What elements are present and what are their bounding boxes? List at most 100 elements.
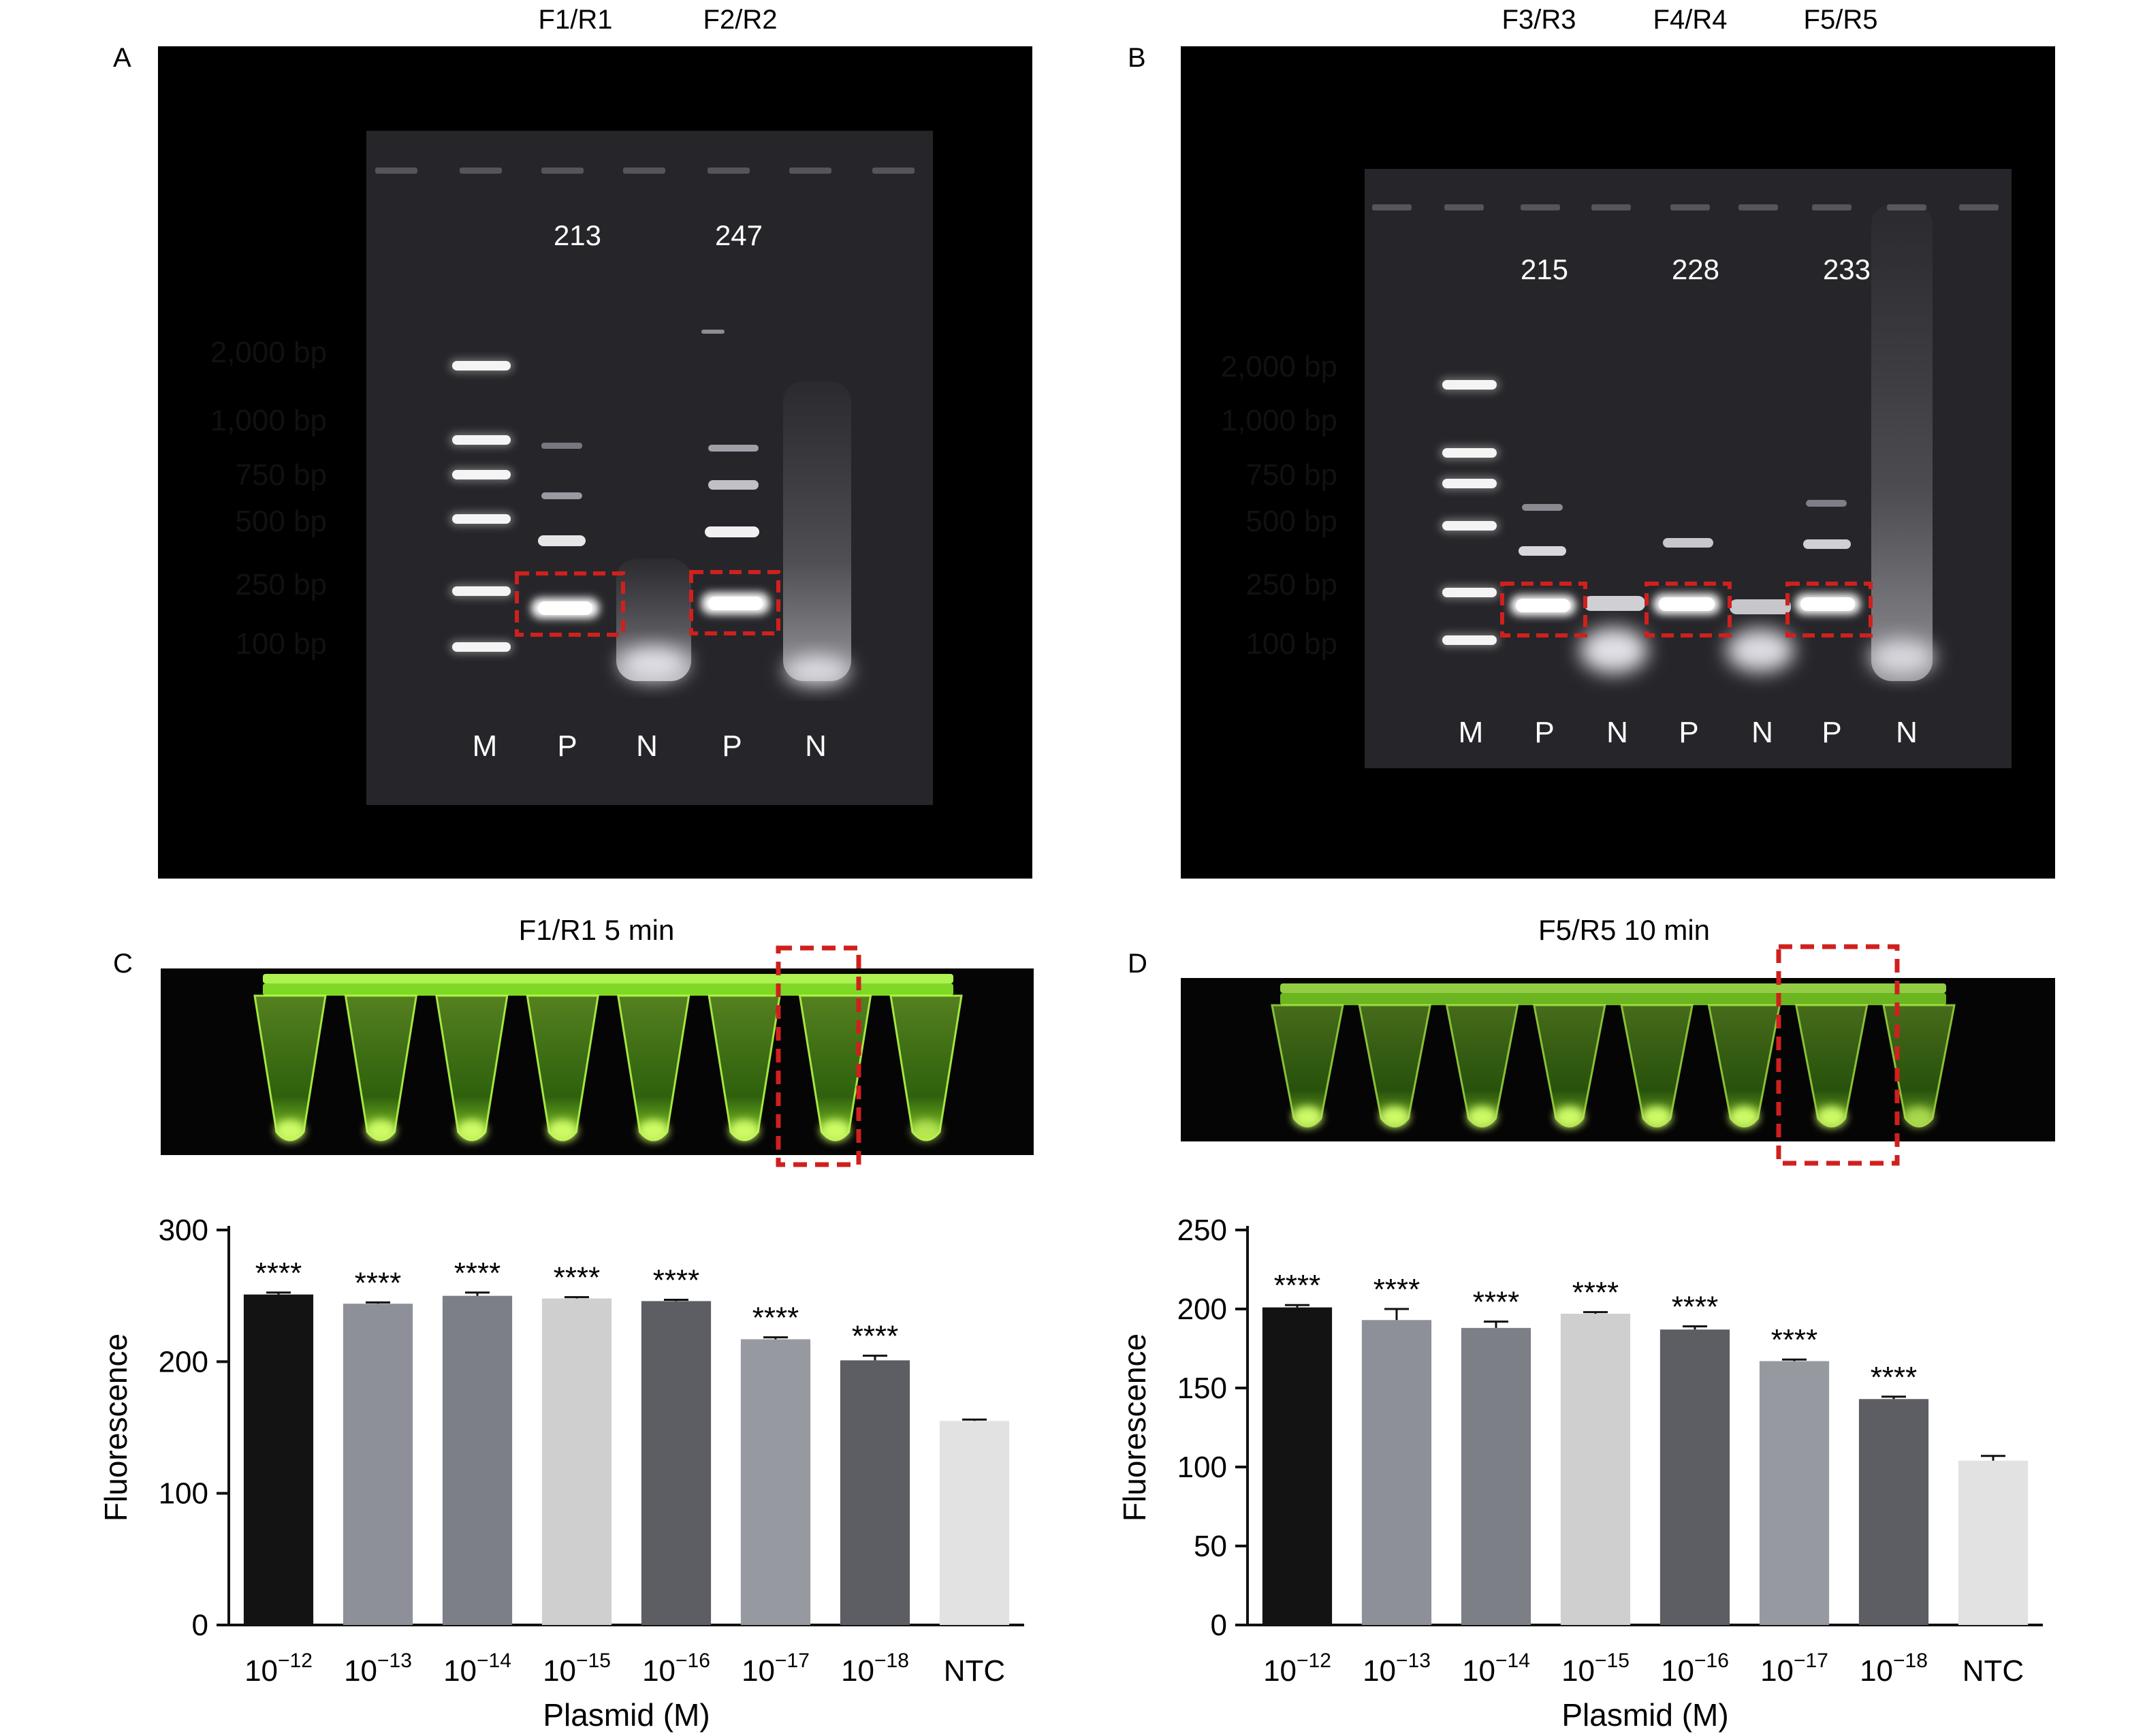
ladder-label-b-3: 500 bp [1245, 505, 1337, 538]
significance-label: **** [852, 1320, 899, 1353]
bar [1659, 1329, 1730, 1625]
panel-c-tubes: C F1/R1 5 min [113, 914, 1034, 1167]
bar-chart-c: 0 100 200 300 Fluorescence Plasmid (M) **** 10−… [98, 1214, 1024, 1733]
well [1521, 204, 1560, 210]
ladder-label-a-5: 100 bp [235, 627, 327, 661]
x-tick-label: 10−15 [1561, 1650, 1630, 1688]
well [541, 168, 584, 174]
x-tick-label: 10−17 [742, 1650, 810, 1688]
bar [1361, 1320, 1432, 1625]
significance-label: **** [1572, 1276, 1619, 1310]
panel-c-title: F1/R1 5 min [519, 914, 675, 946]
bar [541, 1298, 612, 1625]
well [1670, 204, 1710, 210]
ladder-labels-b: 2,000 bp 1,000 bp 750 bp 500 bp 250 bp 100 bp [1221, 350, 1337, 661]
lane-label-b-4: N [1751, 716, 1773, 749]
bar-chart-d: 0 50 100 150 200 250 Fluorescence Plasmid (M) **… [1117, 1214, 2043, 1733]
tube-fluorescence-spot [366, 1120, 396, 1141]
y-tick-label: 300 [159, 1214, 208, 1247]
tube-fluorescence-spot [1554, 1106, 1585, 1128]
tube-fluorescence-spot [1380, 1106, 1410, 1128]
tube-fluorescence-spot [547, 1120, 578, 1141]
significance-label: **** [1473, 1286, 1520, 1319]
product-size-a-2: 247 [715, 219, 763, 251]
bar [1958, 1460, 2029, 1625]
band-f5r5-product-core [1800, 597, 1855, 611]
tube-fluorescence-spot [456, 1120, 487, 1141]
bar [641, 1301, 712, 1625]
primer-pair-b-3: F5/R5 [1804, 5, 1878, 35]
well [789, 168, 831, 174]
panel-c-label: C [113, 949, 133, 979]
well [1812, 204, 1852, 210]
gel-a-wells [375, 168, 915, 174]
well [872, 168, 915, 174]
x-tick-label: 10−18 [1860, 1650, 1928, 1688]
band-f3r3-upper-1 [1519, 546, 1566, 556]
well [1959, 204, 1999, 210]
smear-b-n3 [1871, 204, 1933, 681]
significance-label: **** [454, 1257, 501, 1290]
ladder-label-a-0: 2,000 bp [210, 336, 327, 369]
gel-a-sample-bands [531, 330, 851, 686]
y-tick-label: 200 [159, 1345, 208, 1378]
band-b-n1-mid [1584, 596, 1645, 611]
bar [740, 1339, 811, 1625]
y-tick-label: 0 [192, 1609, 208, 1642]
y-tick-label: 150 [1177, 1372, 1227, 1405]
ladder-band [452, 361, 511, 370]
primer-pair-b-2: F4/R4 [1653, 5, 1728, 35]
tube-fluorescence-spot [275, 1120, 305, 1141]
significance-label: **** [1672, 1291, 1719, 1324]
smear-a-n2 [783, 381, 851, 681]
primer-dimer-b-n1 [1580, 627, 1648, 674]
well [1444, 204, 1484, 210]
bar [1858, 1399, 1929, 1625]
tube-strip-rim [1280, 993, 1946, 1005]
well [375, 168, 417, 174]
ladder-labels-a: 2,000 bp 1,000 bp 750 bp 500 bp 250 bp 100 bp [210, 336, 327, 661]
bar [1759, 1361, 1830, 1625]
tube-fluorescence-spot [1816, 1106, 1847, 1128]
lane-label-a-1: P [557, 729, 577, 763]
band-f1r1-product-core [538, 601, 592, 615]
ladder-band [1442, 448, 1497, 458]
panel-d-title: F5/R5 10 min [1538, 914, 1710, 946]
y-tick-label: 200 [1177, 1293, 1227, 1326]
band-f5r5-upper-1 [1803, 539, 1851, 549]
ladder-label-b-1: 1,000 bp [1221, 404, 1337, 437]
ladder-band [1442, 479, 1497, 488]
panel-a-label: A [113, 43, 131, 73]
band-f4r4-upper-1 [1663, 538, 1713, 548]
gel-a-ladder-bands [449, 359, 513, 654]
panel-d-tubes: D F5/R5 10 min [1128, 914, 2055, 1166]
primer-pair-a-2: F2/R2 [703, 5, 778, 35]
x-tick-label: 10−16 [1661, 1650, 1729, 1688]
highlight-box-tube-d [1776, 944, 1900, 1166]
product-size-a-1: 213 [554, 219, 601, 251]
band-f2r2-upper-2 [708, 480, 759, 490]
ladder-band [1442, 635, 1497, 645]
lane-label-b-2: N [1606, 716, 1628, 749]
lane-label-a-2: N [636, 729, 658, 763]
ladder-band [452, 435, 511, 445]
x-tick-label: 10−13 [344, 1650, 412, 1688]
y-axis-label: Fluorescence [1117, 1333, 1152, 1521]
band-f2r2-upper-1 [705, 526, 759, 537]
tube-fluorescence-spot [820, 1120, 851, 1141]
bar [1461, 1327, 1531, 1625]
gel-b-sample-bands [1510, 204, 1935, 681]
y-tick-label: 100 [159, 1477, 208, 1511]
significance-label: **** [1871, 1361, 1918, 1394]
well [708, 168, 750, 174]
tube-strip-d [1271, 983, 1956, 1128]
panel-d-label: D [1128, 949, 1147, 979]
tube-fluorescence-spot [1729, 1106, 1760, 1128]
significance-label: **** [355, 1266, 402, 1299]
panel-a: A F1/R1 F2/R2 [113, 5, 1032, 879]
band-f3r3-upper-2 [1522, 504, 1563, 511]
tube-strip-rim [263, 983, 953, 996]
bar [939, 1421, 1010, 1625]
significance-label: **** [752, 1301, 799, 1335]
